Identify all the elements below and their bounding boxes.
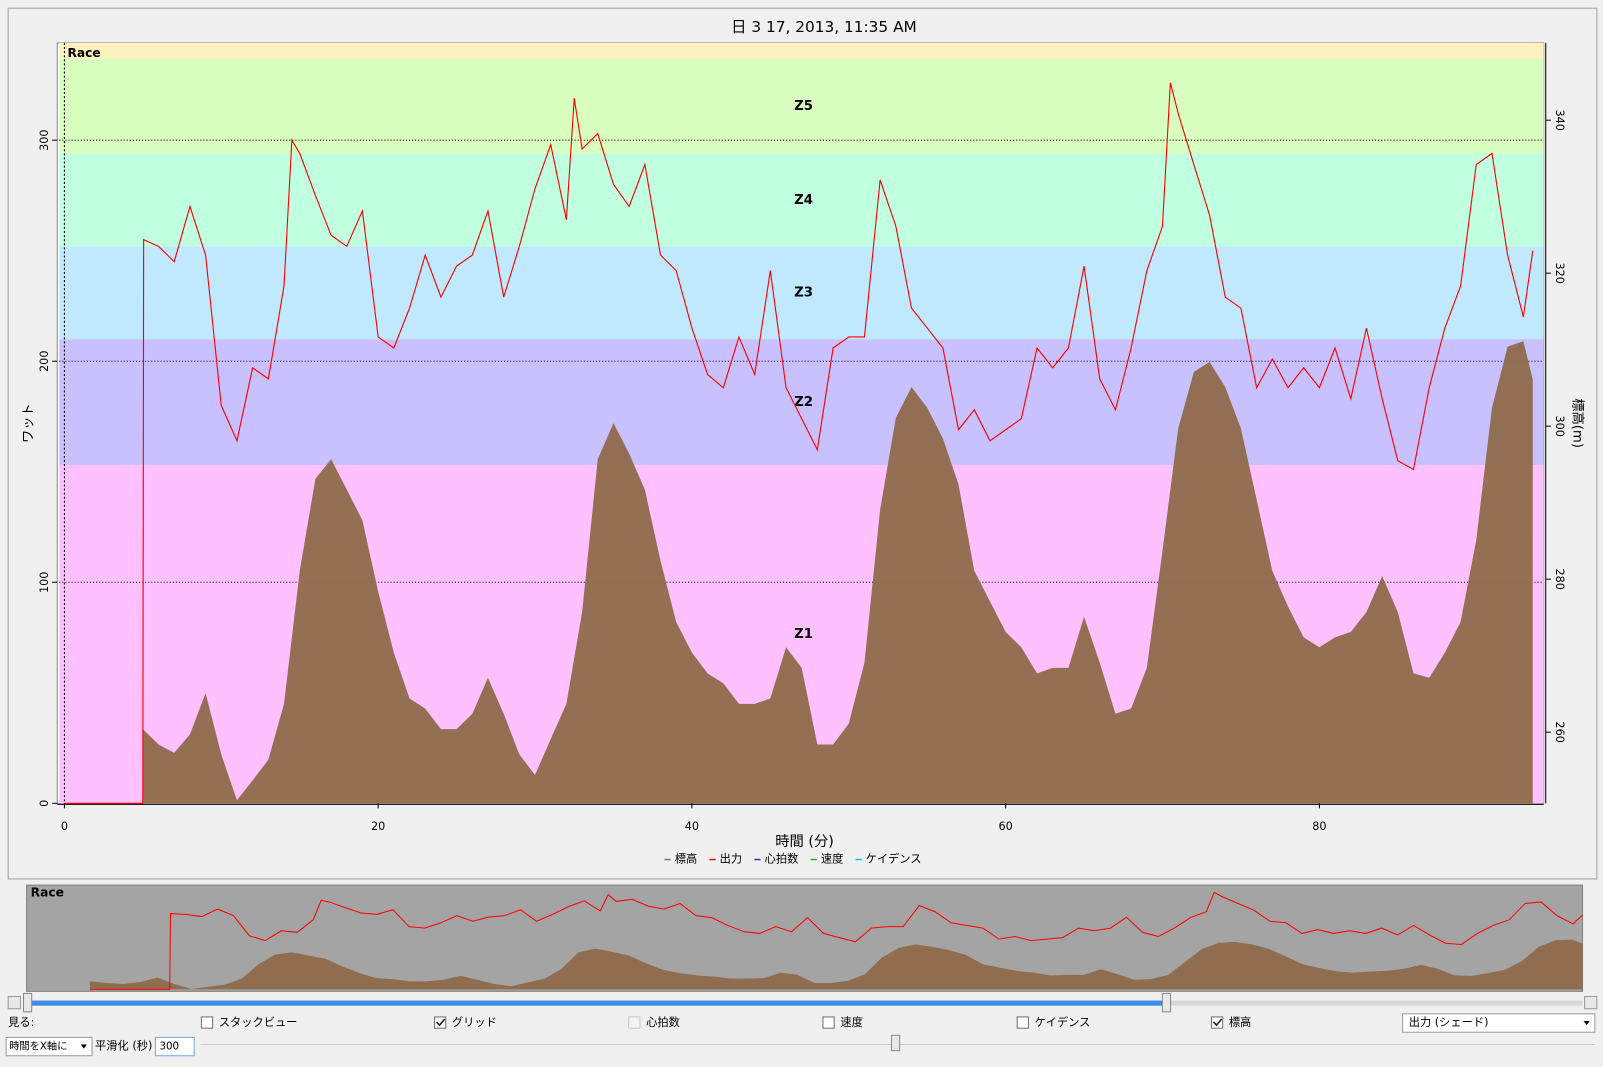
zone-band xyxy=(59,339,1544,466)
view-label: 見る: xyxy=(8,1016,34,1029)
range-thumb-start[interactable] xyxy=(23,992,33,1013)
zone-band xyxy=(59,58,1544,154)
x-tick-label: 80 xyxy=(1312,820,1326,833)
smoothing-input[interactable] xyxy=(154,1036,195,1057)
x-tick-label: 0 xyxy=(61,820,68,833)
shade-select-text: 出力 (シェード) xyxy=(1409,1015,1489,1029)
checkmark xyxy=(1212,1018,1223,1027)
zone-label: Z5 xyxy=(794,99,813,114)
y-tick-label: 100 xyxy=(38,572,51,593)
x-tick-label: 60 xyxy=(998,820,1012,833)
checkbox[interactable] xyxy=(822,1016,835,1029)
checkbox-label: ケイデンス xyxy=(1035,1015,1091,1029)
dropdown-arrow xyxy=(1583,1021,1590,1026)
y2-axis-label: 標高(m) xyxy=(1569,398,1586,448)
checkmark xyxy=(435,1018,446,1027)
range-thumb-end[interactable] xyxy=(1161,992,1172,1013)
zone-band xyxy=(59,42,1544,59)
scroll-right[interactable] xyxy=(1584,995,1598,1010)
checkbox[interactable] xyxy=(1016,1016,1029,1029)
x-axis-label: 時間 (分) xyxy=(775,833,834,850)
legend-label: 出力 xyxy=(720,852,742,866)
checkbox-label: 心拍数 xyxy=(646,1015,680,1029)
smoothing-label: 平滑化 (秒) xyxy=(95,1039,152,1053)
checkbox[interactable] xyxy=(433,1016,447,1029)
zone-label: Race xyxy=(67,46,100,60)
zone-band xyxy=(59,246,1544,340)
power-line xyxy=(64,82,1534,804)
checkbox-label: グリッド xyxy=(452,1015,497,1029)
chart-title: 日 3 17, 2013, 11:35 AM xyxy=(731,18,917,36)
shade-select[interactable] xyxy=(1402,1013,1596,1033)
y2-tick-label: 340 xyxy=(1553,109,1566,130)
legend-label: 速度 xyxy=(821,852,843,866)
zone-label: Z4 xyxy=(794,193,813,208)
x-axis-select-text: 時間をX軸に xyxy=(9,1040,67,1053)
zone-band xyxy=(59,153,1544,247)
elevation-area xyxy=(89,939,1583,990)
y2-tick-label: 320 xyxy=(1553,262,1566,283)
checkbox-label: 標高 xyxy=(1229,1015,1251,1029)
y-tick-label: 200 xyxy=(38,351,51,372)
checkbox-label: スタックビュー xyxy=(219,1016,298,1029)
plot: Z1 Z2 Z3 Z4 Z5 Race xyxy=(56,42,1545,804)
y-tick-label: 0 xyxy=(38,800,51,807)
overview-chart xyxy=(89,891,1583,990)
x-tick-label: 20 xyxy=(371,820,385,833)
checkbox-label: 速度 xyxy=(840,1015,862,1029)
overview-label: Race xyxy=(31,886,64,900)
zone-label: Z1 xyxy=(794,627,813,642)
y2-tick-label: 280 xyxy=(1553,568,1566,589)
y2-tick-label: 260 xyxy=(1553,721,1566,742)
legend-label: 標高 xyxy=(675,852,697,866)
scroll-left[interactable] xyxy=(7,995,21,1010)
power-line xyxy=(89,891,1583,990)
smoothing-thumb[interactable] xyxy=(890,1034,901,1052)
dropdown-arrow xyxy=(80,1044,87,1049)
x-tick-label: 40 xyxy=(685,820,699,833)
x-axis-select[interactable] xyxy=(5,1036,93,1057)
elevation-area xyxy=(142,341,1533,804)
checkbox[interactable] xyxy=(200,1016,214,1029)
legend-label: ケイデンス xyxy=(866,852,922,866)
range-selection xyxy=(26,1000,1167,1006)
checkbox[interactable] xyxy=(1210,1016,1224,1029)
checkbox[interactable] xyxy=(628,1016,641,1029)
zone-label: Z3 xyxy=(794,286,813,301)
y-tick-label: 300 xyxy=(38,129,51,150)
y-axis-label: ワット xyxy=(22,403,37,443)
zone-label: Z2 xyxy=(794,395,813,410)
smoothing-value: 300 xyxy=(159,1042,179,1053)
y2-tick-label: 300 xyxy=(1553,415,1566,436)
legend-label: 心拍数 xyxy=(765,852,799,866)
